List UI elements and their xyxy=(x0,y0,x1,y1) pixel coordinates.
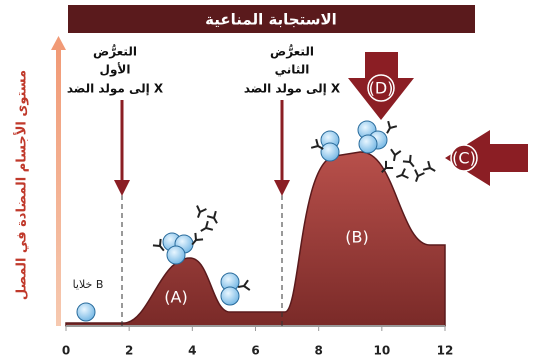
antibody-shape xyxy=(196,205,207,218)
antibody xyxy=(414,169,425,182)
antibody xyxy=(390,148,402,162)
antibody-shape xyxy=(390,148,402,162)
antibody xyxy=(206,210,218,224)
antibody xyxy=(402,154,415,168)
antibody-shape xyxy=(422,160,436,172)
antibody-curve xyxy=(65,151,446,327)
x-tick-label: 6 xyxy=(251,344,259,358)
antibody-shape xyxy=(191,232,204,246)
label-circle xyxy=(450,144,478,172)
x-ticks: 0 2 4 6 8 10 12 xyxy=(62,326,454,358)
exposure-arrow-head xyxy=(114,180,130,196)
x-tick-label: 10 xyxy=(373,344,390,358)
antibody-shape xyxy=(414,169,425,182)
annotation: الأول xyxy=(100,62,131,78)
annotation: إلى مولد الضد X xyxy=(67,82,164,97)
b-cell xyxy=(358,134,378,154)
label-d: (D) xyxy=(369,79,394,98)
arrow-c xyxy=(445,130,528,186)
y-axis xyxy=(56,48,61,326)
antibody xyxy=(386,120,398,134)
antibody xyxy=(200,220,214,232)
title-bar xyxy=(68,5,475,33)
antibody-shape xyxy=(381,160,394,173)
antibody xyxy=(422,160,436,172)
label-c: (C) xyxy=(452,149,476,168)
x-tick-label: 8 xyxy=(314,344,322,358)
antibody xyxy=(152,238,165,252)
annotation: الثاني xyxy=(275,63,310,77)
x-tick-label: 12 xyxy=(437,344,454,358)
antibody-shape xyxy=(310,138,324,150)
y-axis-arrow xyxy=(51,36,66,50)
antibody-shape xyxy=(237,279,251,291)
antibody-shape xyxy=(206,210,218,224)
x-tick-label: 2 xyxy=(125,344,133,358)
antibody xyxy=(237,279,251,291)
antibody xyxy=(310,138,324,150)
antibody-shape xyxy=(200,220,214,232)
b-cell xyxy=(220,286,240,306)
cells xyxy=(76,120,436,322)
b-cells-label: خلايا B xyxy=(73,278,104,291)
b-cell xyxy=(320,142,340,162)
exposure-arrow-head xyxy=(274,180,290,196)
label-b: (B) xyxy=(345,228,368,247)
antibody xyxy=(191,232,204,246)
b-cell xyxy=(76,302,96,322)
x-tick-label: 4 xyxy=(188,344,196,358)
antibody xyxy=(381,160,394,173)
annotation: إلى مولد الضد X xyxy=(244,82,341,97)
label-circle xyxy=(367,74,395,102)
antibody xyxy=(196,205,207,218)
y-axis-label: مستوى الأجسام المضادة في المصل xyxy=(13,70,30,300)
title: الاستجابة المناعية xyxy=(205,11,337,29)
annotation: التعرُّض xyxy=(270,44,314,58)
antibody-shape xyxy=(152,238,165,252)
antibody-shape xyxy=(386,120,398,134)
x-tick-label: 0 xyxy=(62,344,70,358)
antibody-shape xyxy=(402,154,415,168)
antibody xyxy=(396,168,409,179)
annotation: التعرُّض xyxy=(93,44,137,58)
antibody-shape xyxy=(396,168,409,179)
label-a: (A) xyxy=(164,288,187,307)
b-cell xyxy=(166,245,186,265)
